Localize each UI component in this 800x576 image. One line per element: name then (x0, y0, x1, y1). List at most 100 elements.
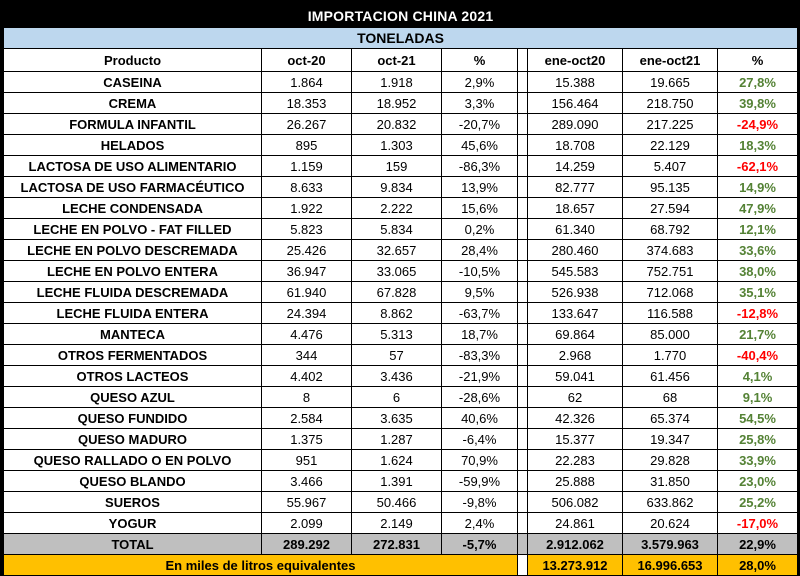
value-cell: 29.828 (622, 449, 718, 471)
liters-equivalent-row: En miles de litros equivalentes 13.273.9… (3, 554, 799, 576)
table-subtitle: TONELADAS (2, 27, 799, 49)
value-cell: 18.353 (261, 92, 352, 114)
table-row: LECHE CONDENSADA 1.922 2.222 15,6% 18.657 27.… (3, 197, 799, 219)
value-cell: 951 (261, 449, 352, 471)
ytd-change-cell: 4,1% (716, 365, 799, 387)
product-name-cell: LACTOSA DE USO FARMACÉUTICO (3, 176, 262, 198)
total-pct-ytd: 22,9% (716, 533, 799, 555)
spacer-cell (517, 386, 528, 408)
value-cell: 4.402 (261, 365, 352, 387)
table-row: QUESO AZUL 8 6 -28,6% 62 68 9,1% (3, 386, 799, 408)
value-cell: -59,9% (441, 470, 518, 492)
value-cell: 5.407 (622, 155, 718, 177)
value-cell: -63,7% (441, 302, 518, 324)
liters-eneoct21: 16.996.653 (622, 554, 718, 576)
value-cell: 3.436 (351, 365, 442, 387)
column-header-eneoct20: ene-oct20 (527, 48, 623, 72)
value-cell: 61.340 (527, 218, 623, 240)
value-cell: 15.388 (527, 71, 623, 93)
ytd-change-cell: 14,9% (716, 176, 799, 198)
ytd-change-cell: 21,7% (716, 323, 799, 345)
value-cell: 15.377 (527, 428, 623, 450)
spacer-cell (517, 197, 528, 219)
spacer-cell (517, 323, 528, 345)
value-cell: 20.624 (622, 512, 718, 534)
value-cell: 712.068 (622, 281, 718, 303)
value-cell: 9.834 (351, 176, 442, 198)
value-cell: 70,9% (441, 449, 518, 471)
value-cell: 633.862 (622, 491, 718, 513)
value-cell: -86,3% (441, 155, 518, 177)
product-name-cell: MANTECA (3, 323, 262, 345)
total-oct21: 272.831 (351, 533, 442, 555)
total-pct-month: -5,7% (441, 533, 518, 555)
table-title-row: IMPORTACION CHINA 2021 (2, 3, 799, 28)
value-cell: 26.267 (261, 113, 352, 135)
ytd-change-cell: -24,9% (716, 113, 799, 135)
product-name-cell: QUESO RALLADO O EN POLVO (3, 449, 262, 471)
ytd-change-cell: -17,0% (716, 512, 799, 534)
value-cell: 1.159 (261, 155, 352, 177)
spacer-cell (517, 92, 528, 114)
value-cell: 31.850 (622, 470, 718, 492)
ytd-change-cell: 25,8% (716, 428, 799, 450)
product-name-cell: OTROS LACTEOS (3, 365, 262, 387)
product-name-cell: LECHE FLUIDA DESCREMADA (3, 281, 262, 303)
table-row: HELADOS 895 1.303 45,6% 18.708 22.129 18,3% (3, 134, 799, 156)
value-cell: 57 (351, 344, 442, 366)
value-cell: 1.375 (261, 428, 352, 450)
value-cell: 133.647 (527, 302, 623, 324)
value-cell: 156.464 (527, 92, 623, 114)
value-cell: 526.938 (527, 281, 623, 303)
value-cell: 1.287 (351, 428, 442, 450)
value-cell: -28,6% (441, 386, 518, 408)
value-cell: 59.041 (527, 365, 623, 387)
value-cell: 5.823 (261, 218, 352, 240)
value-cell: 1.918 (351, 71, 442, 93)
value-cell: 18.708 (527, 134, 623, 156)
product-name-cell: QUESO MADURO (3, 428, 262, 450)
value-cell: 19.665 (622, 71, 718, 93)
spacer-cell (517, 71, 528, 93)
table-row: CASEINA 1.864 1.918 2,9% 15.388 19.665 27,8% (3, 71, 799, 93)
spacer-cell (517, 134, 528, 156)
product-name-cell: LECHE EN POLVO ENTERA (3, 260, 262, 282)
value-cell: 3,3% (441, 92, 518, 114)
value-cell: 24.394 (261, 302, 352, 324)
value-cell: 69.864 (527, 323, 623, 345)
value-cell: 13,9% (441, 176, 518, 198)
value-cell: 2.968 (527, 344, 623, 366)
value-cell: 36.947 (261, 260, 352, 282)
table-row: YOGUR 2.099 2.149 2,4% 24.861 20.624 -17,0% (3, 512, 799, 534)
ytd-change-cell: 25,2% (716, 491, 799, 513)
value-cell: 344 (261, 344, 352, 366)
table-row: LECHE EN POLVO - FAT FILLED 5.823 5.834 0,2… (3, 218, 799, 240)
table-row: SUEROS 55.967 50.466 -9,8% 506.082 633.862 25,… (3, 491, 799, 513)
value-cell: 8 (261, 386, 352, 408)
value-cell: 1.770 (622, 344, 718, 366)
value-cell: 217.225 (622, 113, 718, 135)
ytd-change-cell: 27,8% (716, 71, 799, 93)
value-cell: 20.832 (351, 113, 442, 135)
value-cell: 3.635 (351, 407, 442, 429)
value-cell: 62 (527, 386, 623, 408)
value-cell: 280.460 (527, 239, 623, 261)
table-row: QUESO RALLADO O EN POLVO 951 1.624 70,9% 22.… (3, 449, 799, 471)
ytd-change-cell: 33,6% (716, 239, 799, 261)
ytd-change-cell: 54,5% (716, 407, 799, 429)
spacer-cell (517, 365, 528, 387)
value-cell: 752.751 (622, 260, 718, 282)
value-cell: 25.426 (261, 239, 352, 261)
value-cell: 22.283 (527, 449, 623, 471)
spacer-cell (517, 260, 528, 282)
product-name-cell: HELADOS (3, 134, 262, 156)
value-cell: 1.922 (261, 197, 352, 219)
spacer-cell (517, 176, 528, 198)
value-cell: 116.588 (622, 302, 718, 324)
spacer-cell (517, 113, 528, 135)
value-cell: 159 (351, 155, 442, 177)
spacer-cell (517, 512, 528, 534)
column-header-row: Producto oct-20 oct-21 % ene-oct20 ene-o… (3, 48, 799, 72)
value-cell: 5.834 (351, 218, 442, 240)
page-title: IMPORTACION CHINA 2021 (2, 3, 799, 28)
